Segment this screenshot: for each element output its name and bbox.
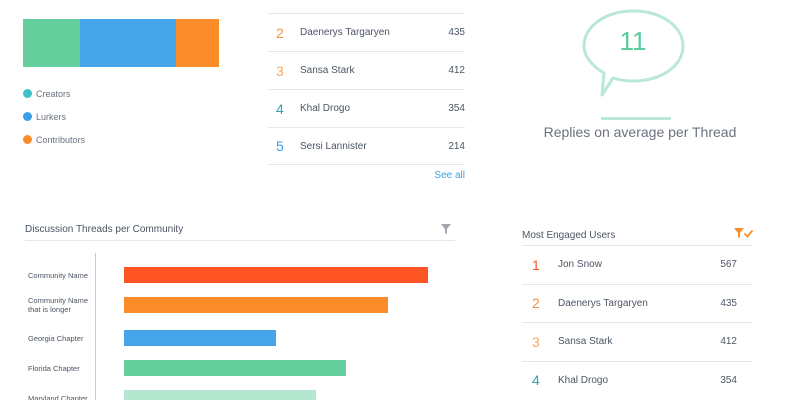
legend-item-creators: Creators — [23, 82, 85, 105]
legend-dot-icon — [23, 89, 32, 98]
list-item[interactable]: 5 Sersi Lannister 214 — [268, 127, 465, 165]
list-item[interactable]: 2 Daenerys Targaryen 435 — [268, 13, 465, 51]
rank-number: 3 — [276, 62, 284, 79]
legend-dot-icon — [23, 112, 32, 121]
user-score: 354 — [720, 374, 737, 386]
filter-check-icon[interactable] — [733, 227, 753, 239]
bar[interactable] — [124, 267, 428, 283]
stack-segment-lurkers — [79, 19, 176, 67]
chart-title: Discussion Threads per Community — [25, 224, 184, 235]
user-score: 567 — [720, 259, 737, 271]
composition-legend: Creators Lurkers Contributors — [23, 82, 85, 151]
speech-bubble-icon — [582, 9, 685, 97]
bar[interactable] — [124, 297, 389, 313]
legend-label: Lurkers — [36, 111, 67, 122]
composition-stacked-bar — [23, 19, 219, 67]
user-score: 435 — [448, 27, 465, 38]
bar-label: Georgia Chapter — [28, 334, 84, 343]
bar-label: Maryland Chapter — [28, 394, 88, 400]
bar[interactable] — [124, 330, 276, 346]
legend-item-lurkers: Lurkers — [23, 105, 85, 128]
rank-number: 5 — [276, 138, 284, 154]
rank-number: 1 — [532, 256, 540, 273]
list-item[interactable]: 3 Sansa Stark 412 — [268, 51, 465, 89]
replies-value: 11 — [619, 26, 647, 56]
legend-label: Creators — [36, 88, 71, 99]
filter-icon[interactable] — [440, 223, 452, 235]
user-name: Sersi Lannister — [300, 140, 367, 152]
legend-dot-icon — [23, 135, 32, 144]
engaged-users-title: Most Engaged Users — [522, 230, 616, 241]
engaged-users-list: 1 Jon Snow 567 2 Daenerys Targaryen 435 … — [522, 245, 753, 399]
user-score: 412 — [448, 65, 465, 76]
see-all-link[interactable]: See all — [434, 170, 465, 181]
rank-number: 2 — [532, 295, 540, 312]
user-name: Sansa Stark — [558, 336, 613, 348]
legend-label: Contributors — [36, 134, 86, 145]
stack-segment-creators — [23, 19, 80, 67]
user-name: Daenerys Targaryen — [300, 27, 390, 38]
list-item[interactable]: 4 Khal Drogo 354 — [522, 360, 753, 400]
user-score: 214 — [448, 140, 465, 152]
replies-bubble: 11 — [580, 6, 690, 101]
rank-number: 2 — [276, 24, 284, 41]
rank-number: 4 — [532, 372, 540, 389]
user-score: 354 — [448, 103, 465, 114]
chart-axis — [95, 253, 96, 400]
top-users-list: 2 Daenerys Targaryen 435 3 Sansa Stark 4… — [268, 13, 465, 181]
user-name: Daenerys Targaryen — [558, 297, 648, 309]
user-name: Sansa Stark — [300, 65, 355, 76]
user-score: 435 — [720, 297, 737, 309]
replies-caption: Replies on average per Thread — [543, 124, 737, 140]
user-score: 412 — [720, 336, 737, 348]
list-item[interactable]: 1 Jon Snow 567 — [522, 245, 753, 284]
legend-item-contributors: Contributors — [23, 128, 85, 151]
stack-segment-contributors — [175, 19, 219, 67]
user-name: Jon Snow — [558, 259, 602, 271]
rank-number: 4 — [276, 100, 284, 117]
rank-number: 3 — [532, 333, 540, 350]
bar-label: Community Name that is longer — [28, 296, 89, 314]
bar[interactable] — [124, 360, 346, 376]
list-item[interactable]: 4 Khal Drogo 354 — [268, 89, 465, 127]
bar-label: Community Name — [28, 271, 89, 280]
user-name: Khal Drogo — [558, 374, 609, 386]
replies-divider — [601, 117, 671, 120]
chart-divider — [25, 240, 455, 241]
list-item[interactable]: 2 Daenerys Targaryen 435 — [522, 283, 753, 323]
user-name: Khal Drogo — [300, 103, 351, 114]
bar[interactable] — [124, 390, 316, 400]
bar-label: Florida Chapter — [28, 364, 80, 373]
list-item[interactable]: 3 Sansa Stark 412 — [522, 322, 753, 361]
